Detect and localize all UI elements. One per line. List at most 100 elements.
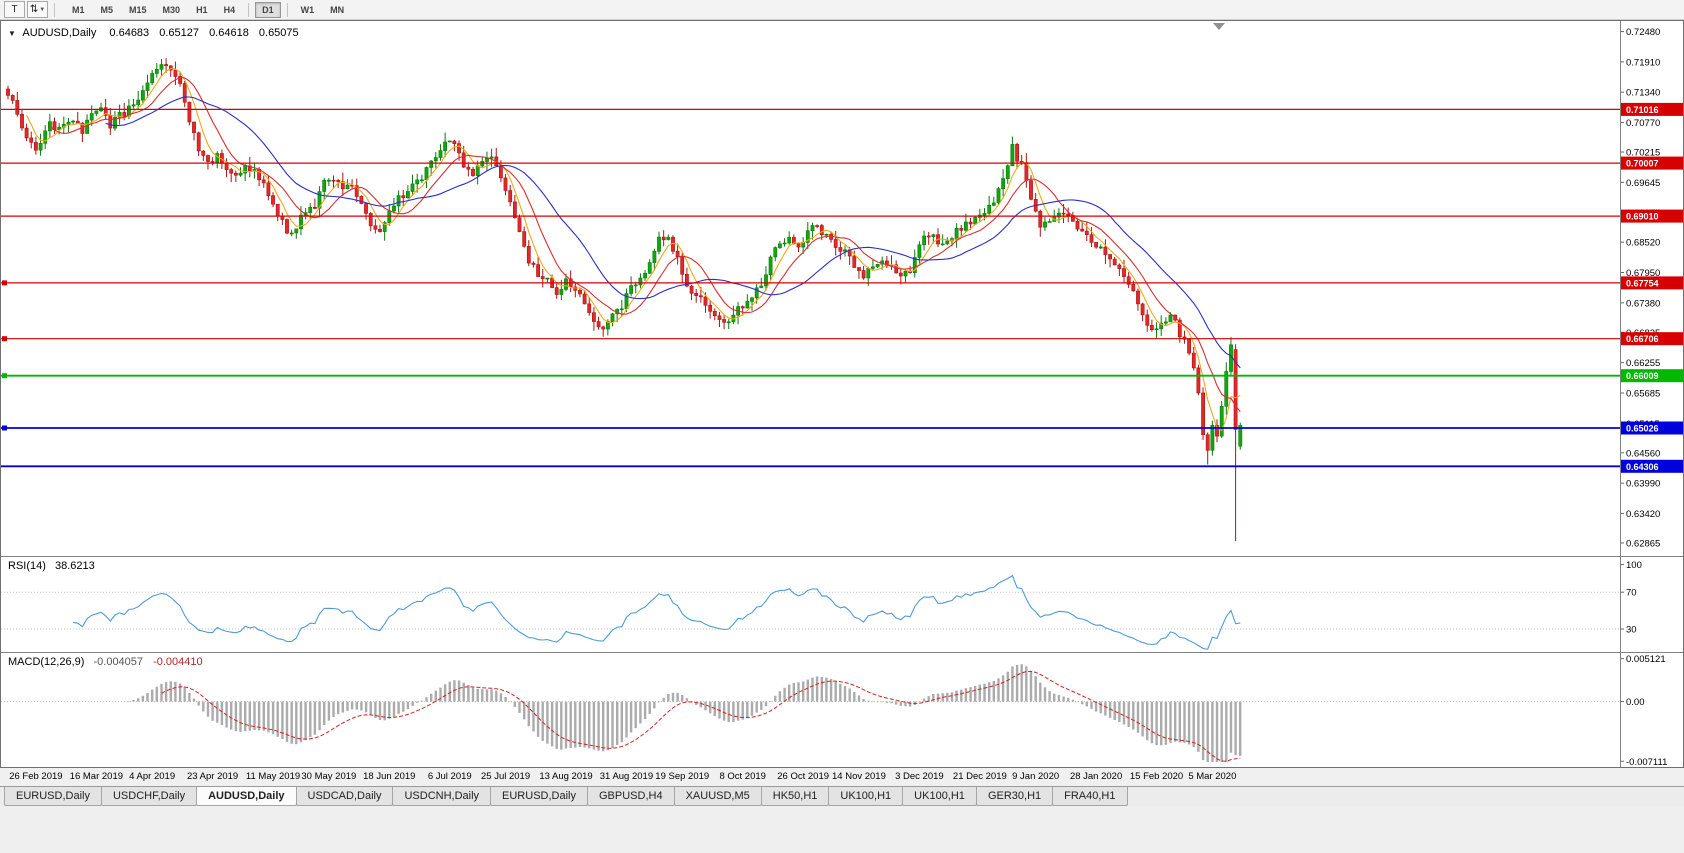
toolbar-separator: [54, 2, 55, 17]
time-axis-label: 4 Apr 2019: [129, 771, 176, 782]
chart-tab-bar: EURUSD,Daily USDCHF,Daily AUDUSD,Daily USDC…: [0, 786, 1684, 806]
rsi-line: [73, 574, 1241, 650]
macd-axis-label: 0.00: [1626, 697, 1645, 708]
ma22-line: [105, 96, 1241, 369]
hline-price-badge[interactable]: [1621, 276, 1683, 290]
hline-price-badge-label: 0.70007: [1626, 159, 1659, 169]
time-axis-label: 31 Aug 2019: [599, 771, 654, 782]
time-axis-label: 8 Oct 2019: [719, 771, 766, 782]
timeframe-button-m30[interactable]: M30: [156, 2, 188, 18]
price-axis-label: 0.63420: [1626, 509, 1660, 520]
hline-handle[interactable]: [2, 336, 7, 342]
chevron-down-icon: ▼: [39, 6, 46, 13]
time-axis-label: 26 Oct 2019: [777, 771, 830, 782]
chart-tab[interactable]: UK100,H1: [902, 787, 977, 806]
arrows-icon: ⇅: [29, 4, 39, 15]
hline-price-badge-label: 0.69010: [1626, 212, 1659, 222]
price-axis-label: 0.65685: [1626, 388, 1660, 399]
time-axis-label: 21 Dec 2019: [952, 771, 1007, 782]
timeframe-button-h1[interactable]: H1: [189, 2, 215, 18]
price-axis-label: 0.68520: [1626, 238, 1660, 249]
hline-price-badge-label: 0.65026: [1626, 424, 1659, 434]
chart-tab[interactable]: GBPUSD,H4: [587, 787, 675, 806]
time-axis-label: 28 Jan 2020: [1069, 771, 1123, 782]
chart-background[interactable]: [0, 20, 1684, 768]
timeframe-button-m5[interactable]: M5: [94, 2, 121, 18]
chart-shift-marker[interactable]: [1213, 23, 1225, 30]
hline-handle[interactable]: [2, 280, 7, 286]
text-tool-button[interactable]: T: [4, 1, 25, 18]
chart-tab[interactable]: AUDUSD,Daily: [196, 787, 297, 806]
hline-price-badge[interactable]: [1621, 209, 1683, 223]
hline-price-badge-label: 0.66706: [1626, 334, 1659, 344]
time-axis-label: 26 Feb 2019: [9, 771, 63, 782]
time-axis-label: 3 Dec 2019: [895, 771, 944, 782]
time-axis-label: 13 Aug 2019: [539, 771, 593, 782]
chart-tab[interactable]: USDCAD,Daily: [295, 787, 394, 806]
time-axis-label: 11 May 2019: [245, 771, 301, 782]
text-tool-icon: T: [11, 4, 18, 15]
status-area: [0, 806, 1684, 853]
time-axis[interactable]: 26 Feb 2019 16 Mar 2019 4 Apr 2019 23 Apr 2…: [0, 768, 1684, 786]
hline-handle[interactable]: [2, 373, 7, 379]
hline-price-badge[interactable]: [1621, 369, 1683, 383]
hline-handle[interactable]: [2, 425, 7, 431]
chart-tab[interactable]: EURUSD,Daily: [490, 787, 588, 806]
time-axis-label: 6 Jul 2019: [427, 771, 472, 782]
time-axis-label: 16 Mar 2019: [69, 771, 124, 782]
chart-tab[interactable]: USDCHF,Daily: [100, 787, 198, 806]
chart-tab[interactable]: UK100,H1: [828, 787, 904, 806]
price-axis-label: 0.67380: [1626, 298, 1660, 309]
timeframe-button-w1[interactable]: W1: [294, 2, 322, 18]
hline-price-badge[interactable]: [1621, 332, 1683, 346]
top-toolbar: T ⇅ ▼ M1 M5 M15 M30 H1 H4 D1 W1 MN: [0, 0, 1684, 20]
hline-price-badge[interactable]: [1621, 156, 1683, 170]
macd-axis-label: -0.007111: [1626, 757, 1667, 768]
arrows-tool-button[interactable]: ⇅ ▼: [27, 1, 48, 18]
toolbar-separator: [248, 2, 250, 17]
price-axis-label: 0.67950: [1626, 268, 1660, 279]
time-axis-label: 18 Jun 2019: [363, 771, 416, 782]
chart-tab[interactable]: HK50,H1: [760, 787, 830, 806]
timeframe-button-d1[interactable]: D1: [255, 1, 281, 18]
rsi-axis-label: 30: [1626, 625, 1637, 636]
price-axis-label: 0.71340: [1626, 88, 1660, 99]
price-chart-canvas[interactable]: 0.72480 0.71910 0.71340 0.70770 0.70215 0.696…: [0, 20, 1684, 768]
price-axis-label: 0.72480: [1626, 27, 1660, 38]
time-axis-label: 19 Sep 2019: [655, 771, 710, 782]
hline-price-badge[interactable]: [1621, 459, 1683, 473]
chart-tab[interactable]: GER30,H1: [975, 787, 1054, 806]
timeframe-toolbar: M1 M5 M15 M30 H1 H4 D1 W1 MN: [65, 1, 351, 18]
price-axis-label: 0.62865: [1626, 538, 1660, 549]
timeframe-button-m1[interactable]: M1: [65, 2, 92, 18]
chart-tab[interactable]: FRA40,H1: [1052, 787, 1128, 806]
time-axis-label: 30 May 2019: [301, 771, 357, 782]
time-axis-label: 15 Feb 2020: [1129, 771, 1184, 782]
price-axis-label: 0.66255: [1626, 358, 1660, 369]
hline-price-badge-label: 0.66009: [1626, 371, 1659, 381]
price-axis-label: 0.63990: [1626, 479, 1660, 490]
timeframe-button-m15[interactable]: M15: [122, 2, 154, 18]
timeframe-button-h4[interactable]: H4: [217, 2, 243, 18]
hline-price-badge[interactable]: [1621, 421, 1683, 435]
rsi-axis-label: 100: [1626, 560, 1642, 571]
toolbar-separator: [286, 2, 288, 17]
hline-price-badge[interactable]: [1621, 102, 1683, 116]
time-axis-label: 5 Mar 2020: [1188, 771, 1237, 782]
price-axis-label: 0.70215: [1626, 148, 1660, 159]
time-axis-label: 14 Nov 2019: [832, 771, 886, 782]
price-axis-label: 0.70770: [1626, 118, 1660, 129]
chart-window[interactable]: 0.72480 0.71910 0.71340 0.70770 0.70215 0.696…: [0, 20, 1684, 768]
macd-signal-line: [161, 670, 1241, 762]
price-axis-label: 0.71910: [1626, 57, 1660, 68]
chart-tab[interactable]: USDCNH,Daily: [392, 787, 492, 806]
hline-price-badge-label: 0.64306: [1626, 462, 1659, 472]
chart-tab[interactable]: EURUSD,Daily: [4, 787, 102, 806]
price-axis-label: 0.64560: [1626, 448, 1660, 459]
time-axis-label: 25 Jul 2019: [480, 771, 531, 782]
rsi-axis-label: 70: [1626, 588, 1637, 599]
timeframe-button-mn[interactable]: MN: [323, 2, 351, 18]
chart-tab[interactable]: XAUUSD,M5: [673, 787, 762, 806]
ma10-line: [49, 77, 1241, 413]
